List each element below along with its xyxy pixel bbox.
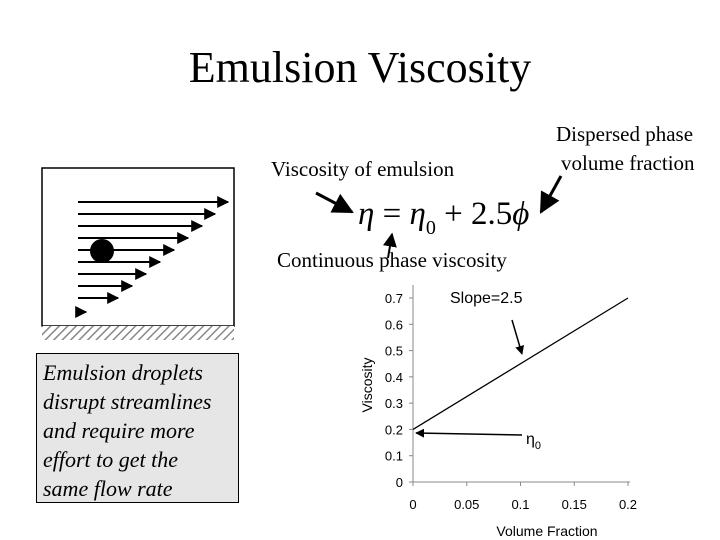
eq-eta0-sub: 0 — [425, 217, 436, 239]
data-line — [412, 297, 629, 430]
eta0-annotation: η0 — [526, 431, 541, 452]
x-tick-label: 0.05 — [454, 497, 479, 512]
emulsion-droplet — [90, 239, 114, 263]
x-axis-label: Volume Fraction — [496, 523, 597, 539]
x-tick-label: 0.15 — [562, 497, 587, 512]
caption-box: Emulsion droplets disrupt streamlines an… — [36, 353, 239, 503]
eq-equals: = — [382, 196, 402, 232]
eq-phi: ϕ — [512, 196, 530, 232]
slide-title: Emulsion Viscosity — [188, 43, 532, 92]
arrow-viscosity-of-emulsion — [315, 191, 354, 214]
slope-arrow — [511, 319, 525, 355]
x-ticks: 0 0.05 0.1 0.15 0.2 — [409, 482, 637, 512]
label-dispersed-phase-line2: volume fraction — [561, 151, 695, 175]
y-tick-label: 0.7 — [385, 291, 403, 306]
eta0-arrow — [415, 428, 523, 438]
y-tick-label: 0.3 — [385, 396, 403, 411]
x-tick-label: 0.2 — [619, 497, 637, 512]
eq-coef: 2.5 — [471, 196, 513, 232]
y-tick-label: 0.6 — [385, 317, 403, 332]
y-tick-label: 0.5 — [385, 344, 403, 359]
caption-line: effort to get the — [43, 447, 179, 472]
caption-line: disrupt streamlines — [43, 389, 212, 414]
y-tick-label: 0.2 — [385, 422, 403, 437]
y-tick-label: 0.1 — [385, 449, 403, 464]
viscosity-equation: η = η0 + 2.5ϕ — [358, 196, 530, 239]
label-viscosity-of-emulsion: Viscosity of emulsion — [271, 157, 455, 181]
y-axis-label: Viscosity — [359, 358, 375, 413]
wall-hatching — [42, 326, 234, 340]
viscosity-chart: 0 0.1 0.2 0.3 0.4 0.5 0.6 0.7 0 0.05 0.1 0.15 0.2 V… — [359, 285, 637, 539]
eq-eta: η — [358, 196, 375, 232]
streamlines — [75, 196, 230, 318]
caption-line: same flow rate — [43, 476, 173, 501]
x-tick-label: 0 — [409, 497, 416, 512]
caption-line: Emulsion droplets — [43, 360, 203, 385]
y-tick-label: 0 — [396, 475, 403, 490]
x-tick-label: 0.1 — [511, 497, 529, 512]
label-dispersed-phase-line1: Dispersed phase — [556, 122, 694, 146]
y-ticks: 0 0.1 0.2 0.3 0.4 0.5 0.6 0.7 — [385, 291, 413, 490]
flow-box — [41, 167, 235, 327]
caption-line: and require more — [43, 418, 195, 443]
label-continuous-phase-viscosity: Continuous phase viscosity — [277, 248, 507, 272]
slope-annotation: Slope=2.5 — [450, 290, 523, 307]
eq-plus: + — [444, 196, 463, 232]
arrow-continuous-phase — [383, 232, 397, 259]
y-tick-label: 0.4 — [385, 370, 403, 385]
shear-flow-diagram — [41, 167, 235, 340]
eq-eta0: η — [409, 196, 426, 232]
arrow-dispersed-phase — [539, 175, 563, 214]
